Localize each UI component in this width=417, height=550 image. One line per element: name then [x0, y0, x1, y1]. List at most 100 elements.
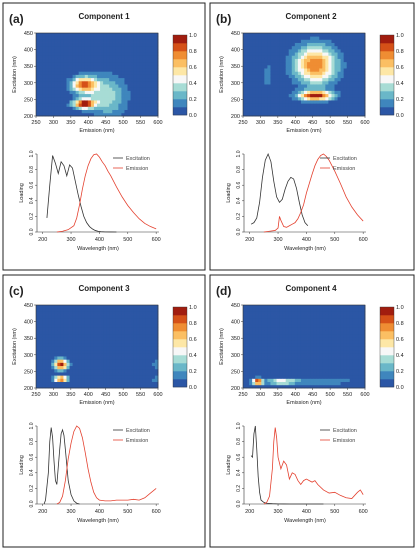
heatmap-cell: [78, 311, 83, 315]
heatmap-cell: [300, 314, 305, 319]
heatmap-cell: [93, 103, 98, 107]
heatmap-cell: [36, 314, 40, 319]
heatmap-cell: [291, 74, 296, 79]
heatmap-cell: [285, 71, 290, 75]
x-tick-label: 200: [38, 509, 47, 515]
heatmap-cell: [288, 343, 293, 347]
heatmap-cell: [313, 109, 317, 114]
heatmap-cell: [48, 356, 52, 360]
heatmap-cell: [133, 33, 138, 37]
x-tick-label: 550: [136, 392, 145, 398]
heatmap-cell: [121, 330, 125, 335]
heatmap-cell: [310, 311, 314, 315]
heatmap-cell: [343, 109, 348, 114]
heatmap-cell: [246, 74, 250, 79]
heatmap-cell: [130, 308, 134, 312]
heatmap-cell: [331, 375, 335, 379]
heatmap-cell: [328, 362, 332, 367]
heatmap-cell: [139, 356, 144, 360]
heatmap-cell: [255, 68, 259, 72]
heatmap-cell: [294, 87, 299, 91]
heatmap-cell: [90, 80, 95, 85]
x-tick-label: 500: [326, 120, 335, 126]
heatmap-cell: [78, 90, 83, 95]
heatmap-cell: [349, 87, 354, 91]
heatmap-cell: [84, 311, 89, 315]
heatmap-cell: [148, 112, 153, 117]
heatmap-cell: [127, 349, 131, 354]
heatmap-cell: [90, 42, 95, 47]
heatmap-cell: [90, 324, 95, 328]
heatmap-cell: [69, 333, 73, 338]
heatmap-cell: [121, 55, 125, 59]
heatmap-cell: [63, 90, 67, 95]
heatmap-cell: [109, 368, 113, 373]
heatmap-cell: [346, 80, 351, 85]
heatmap-cell: [97, 340, 101, 344]
heatmap-cell: [103, 112, 107, 117]
heatmap-cell: [282, 365, 287, 370]
heatmap-cell: [142, 381, 147, 386]
heatmap-cell: [267, 362, 271, 367]
heatmap-cell: [270, 36, 274, 40]
heatmap-cell: [109, 39, 113, 43]
heatmap-cell: [45, 112, 49, 117]
heatmap-cell: [313, 96, 317, 101]
heatmap-cell: [282, 330, 287, 335]
heatmap-cell: [97, 356, 101, 360]
heatmap-cell: [273, 311, 277, 315]
heatmap-cell: [36, 372, 40, 376]
heatmap-cell: [45, 96, 49, 101]
heatmap-cell: [246, 103, 250, 107]
heatmap-cell: [343, 336, 348, 341]
heatmap-cell: [285, 77, 290, 82]
heatmap-cell: [39, 109, 43, 114]
heatmap-cell: [57, 45, 61, 50]
heatmap-cell: [361, 372, 366, 376]
heatmap-cell: [69, 372, 73, 376]
heatmap-cell: [361, 340, 366, 344]
heatmap-cell: [63, 36, 67, 40]
heatmap-cell: [118, 375, 122, 379]
heatmap-cell: [304, 381, 308, 386]
heatmap-cell: [355, 61, 360, 66]
heatmap-cell: [97, 308, 101, 312]
heatmap-cell: [63, 103, 67, 107]
heatmap-cell: [103, 336, 107, 341]
heatmap-cell: [255, 308, 259, 312]
heatmap-cell: [337, 45, 341, 50]
heatmap-cell: [349, 48, 354, 53]
heatmap-cell: [249, 333, 253, 338]
heatmap-cell: [246, 378, 250, 383]
x-tick-label: 450: [308, 392, 317, 398]
heatmap-cell: [267, 340, 271, 344]
heatmap-cell: [255, 317, 259, 322]
heatmap-cell: [130, 365, 134, 370]
heatmap-cell: [276, 308, 280, 312]
heatmap-cell: [145, 36, 150, 40]
heatmap-cell: [282, 84, 287, 88]
heatmap-cell: [75, 381, 80, 386]
heatmap-cell: [148, 311, 153, 315]
heatmap-cell: [133, 103, 138, 107]
heatmap-cell: [340, 93, 345, 98]
heatmap-cell: [66, 375, 70, 379]
heatmap-cell: [300, 352, 305, 357]
heatmap-cell: [355, 74, 360, 79]
heatmap-cell: [316, 71, 320, 75]
heatmap-cell: [72, 346, 77, 351]
panel-title: Component 3: [78, 284, 130, 293]
heatmap-cell: [276, 349, 280, 354]
heatmap-cell: [246, 365, 250, 370]
heatmap-cell: [69, 349, 73, 354]
y-tick-label: 200: [231, 386, 240, 392]
heatmap-cell: [72, 327, 77, 331]
heatmap-cell: [297, 106, 302, 111]
heatmap-cell: [139, 346, 144, 351]
heatmap-cell: [291, 36, 296, 40]
heatmap-cell: [36, 320, 40, 325]
heatmap-cell: [349, 58, 354, 63]
heatmap-cell: [97, 39, 101, 43]
heatmap-cell: [63, 80, 67, 85]
heatmap-cell: [54, 106, 58, 111]
